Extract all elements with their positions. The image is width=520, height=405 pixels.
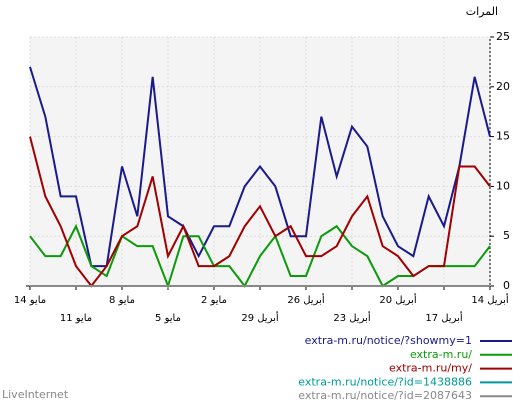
x-tick-label: 5 مايو (155, 313, 181, 324)
x-tick-label: 26 أبريل (287, 293, 325, 306)
x-tick-label: 17 أبريل (425, 311, 463, 324)
legend-label: extra-m.ru/my/ (389, 362, 472, 375)
x-tick-label: 14 مايو (14, 295, 46, 306)
y-tick-label: 5 (503, 229, 510, 242)
legend-label: extra-m.ru/notice/?id=1438886 (298, 375, 472, 388)
x-tick-label: 11 مايو (60, 313, 92, 324)
x-tick-label: 23 أبريل (333, 311, 371, 324)
y-tick-label: 25 (496, 30, 510, 43)
legend-label: extra-m.ru/notice/?showmy=1 (305, 334, 472, 347)
y-tick-label: 0 (503, 279, 510, 292)
y-tick-label: 15 (496, 130, 510, 143)
series-line (29, 136, 491, 288)
legend-label: extra-m.ru/ (410, 348, 472, 361)
x-tick-label: 29 أبريل (241, 311, 279, 324)
x-tick-label: 14 أبريل (471, 293, 509, 306)
x-tick-label: 8 مايو (109, 295, 135, 306)
y-axis-title: المرات (466, 5, 498, 18)
legend-label: extra-m.ru/notice/?id=2087643 (298, 389, 472, 402)
x-tick-label: 20 أبريل (379, 293, 417, 306)
footer: LiveInternet (2, 388, 69, 401)
y-tick-label: 20 (496, 80, 510, 93)
y-tick-label: 10 (496, 179, 510, 192)
x-tick-label: 2 مايو (201, 295, 227, 306)
